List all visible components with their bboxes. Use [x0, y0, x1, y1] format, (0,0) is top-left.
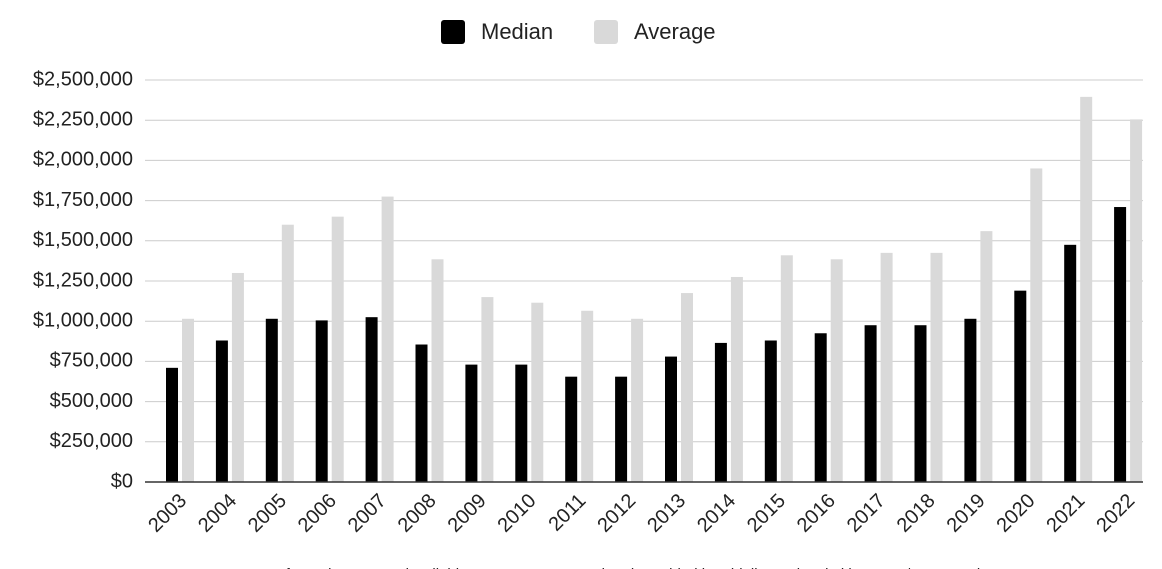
bar [481, 297, 494, 482]
bar [465, 364, 478, 482]
x-tick-label: 2010 [493, 490, 540, 537]
bar [1014, 290, 1027, 482]
y-tick-label: $500,000 [50, 390, 133, 412]
legend-label: Median [481, 19, 553, 44]
bar [1114, 207, 1127, 483]
x-tick-label: 2022 [1092, 490, 1139, 537]
bar [964, 318, 977, 482]
x-tick-label: 2007 [344, 490, 391, 537]
x-tick-label: 2015 [743, 490, 790, 537]
x-tick-label: 2016 [793, 490, 840, 537]
bar [315, 320, 328, 482]
bar [182, 318, 194, 482]
bar [1064, 244, 1077, 482]
x-tick-label: 2003 [144, 490, 191, 537]
bar [265, 318, 278, 482]
bar [914, 325, 927, 482]
x-tick-label: 2019 [943, 490, 990, 537]
y-tick-label: $750,000 [50, 350, 133, 372]
x-tick-label: 2021 [1042, 490, 1089, 537]
y-tick-label: $250,000 [50, 430, 133, 452]
bar [714, 342, 727, 482]
y-tick-label: $1,750,000 [33, 189, 133, 211]
bar [531, 302, 544, 482]
bar [581, 310, 594, 482]
legend-swatch [441, 20, 465, 44]
bar [730, 276, 743, 482]
bar [166, 367, 178, 482]
x-tick-label: 2018 [893, 490, 940, 537]
bar [681, 293, 693, 482]
bar [281, 224, 294, 482]
y-tick-label: $1,500,000 [33, 229, 133, 251]
bar [814, 333, 827, 482]
bar [830, 259, 843, 482]
x-tick-label: 2006 [294, 490, 341, 537]
x-tick-label: 2012 [593, 490, 640, 537]
bar [365, 317, 378, 482]
y-tick-label: $0 [111, 470, 133, 492]
bar [665, 356, 677, 482]
x-tick-label: 2009 [444, 490, 491, 537]
bar [980, 231, 993, 482]
y-tick-label: $2,500,000 [33, 68, 133, 90]
x-tick-label: 2011 [544, 490, 590, 536]
bar [780, 255, 793, 482]
x-tick-label: 2013 [643, 490, 690, 537]
bar [615, 376, 628, 482]
y-tick-label: $1,000,000 [33, 309, 133, 331]
bar [880, 252, 893, 482]
y-tick-label: $1,250,000 [33, 269, 133, 291]
legend-swatch [594, 20, 618, 44]
x-tick-label: 2004 [194, 490, 241, 537]
x-tick-label: 2008 [394, 490, 441, 537]
bar [1080, 96, 1093, 482]
y-tick-label: $2,250,000 [33, 108, 133, 130]
bar [381, 196, 394, 482]
bar [215, 340, 228, 482]
legend-label: Average [634, 19, 716, 44]
bar [565, 376, 578, 482]
source-note: Information Deemed Reliable But Not Guar… [273, 566, 1007, 569]
bar [231, 272, 244, 482]
bar [631, 318, 644, 482]
bar [864, 325, 877, 482]
x-tick-label: 2014 [693, 490, 740, 537]
bar [764, 340, 777, 482]
bar [431, 259, 444, 482]
x-tick-label: 2017 [843, 490, 890, 537]
bar [1130, 119, 1143, 483]
bar [1030, 168, 1043, 482]
bar [331, 216, 344, 482]
x-tick-label: 2020 [992, 490, 1039, 537]
y-tick-label: $2,000,000 [33, 149, 133, 171]
x-tick-label: 2005 [244, 490, 291, 537]
bar [515, 364, 528, 482]
bar [415, 344, 428, 482]
bar [930, 252, 943, 482]
